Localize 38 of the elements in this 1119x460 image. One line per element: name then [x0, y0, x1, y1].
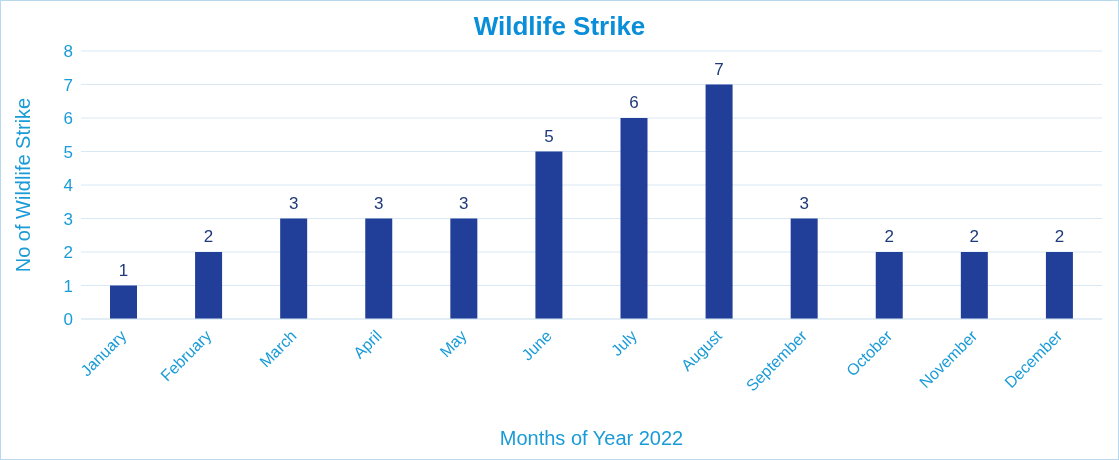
y-tick-label: 2: [63, 243, 73, 263]
y-tick-label: 1: [63, 276, 73, 296]
y-tick-label: 8: [63, 42, 73, 62]
data-label: 3: [288, 193, 299, 213]
bar: [705, 84, 733, 319]
bar: [790, 218, 818, 319]
x-tick-label: May: [436, 326, 470, 361]
bar: [450, 218, 478, 319]
bar: [365, 218, 393, 319]
bar: [620, 118, 648, 319]
data-label: 6: [629, 93, 639, 112]
y-tick-label: 6: [63, 109, 73, 129]
data-label: 2: [1054, 227, 1065, 246]
bar: [280, 218, 308, 319]
bar: [195, 252, 223, 319]
data-label: 3: [459, 193, 469, 213]
data-label: 3: [799, 193, 809, 213]
data-label: 2: [203, 227, 214, 246]
bar: [875, 252, 903, 319]
y-axis-title: No of Wildlife Strike: [12, 97, 35, 273]
data-label: 2: [884, 227, 894, 246]
bar: [1045, 252, 1073, 319]
y-tick-label: 3: [63, 209, 73, 229]
bar: [960, 252, 988, 319]
data-label: 1: [118, 260, 129, 280]
y-tick-label: 0: [63, 310, 73, 330]
chart-title: Wildlife Strike: [472, 11, 647, 42]
data-label: 7: [714, 59, 724, 79]
x-axis-title: Months of Year 2022: [499, 427, 684, 449]
bar: [110, 285, 137, 319]
bar: [535, 151, 563, 319]
x-tick-label: July: [607, 326, 641, 360]
data-label: 5: [544, 126, 554, 146]
data-label: 3: [374, 193, 384, 213]
y-tick-label: 5: [63, 142, 73, 162]
y-tick-label: 7: [63, 75, 73, 95]
data-label: 2: [969, 227, 980, 246]
y-tick-label: 4: [63, 176, 73, 196]
